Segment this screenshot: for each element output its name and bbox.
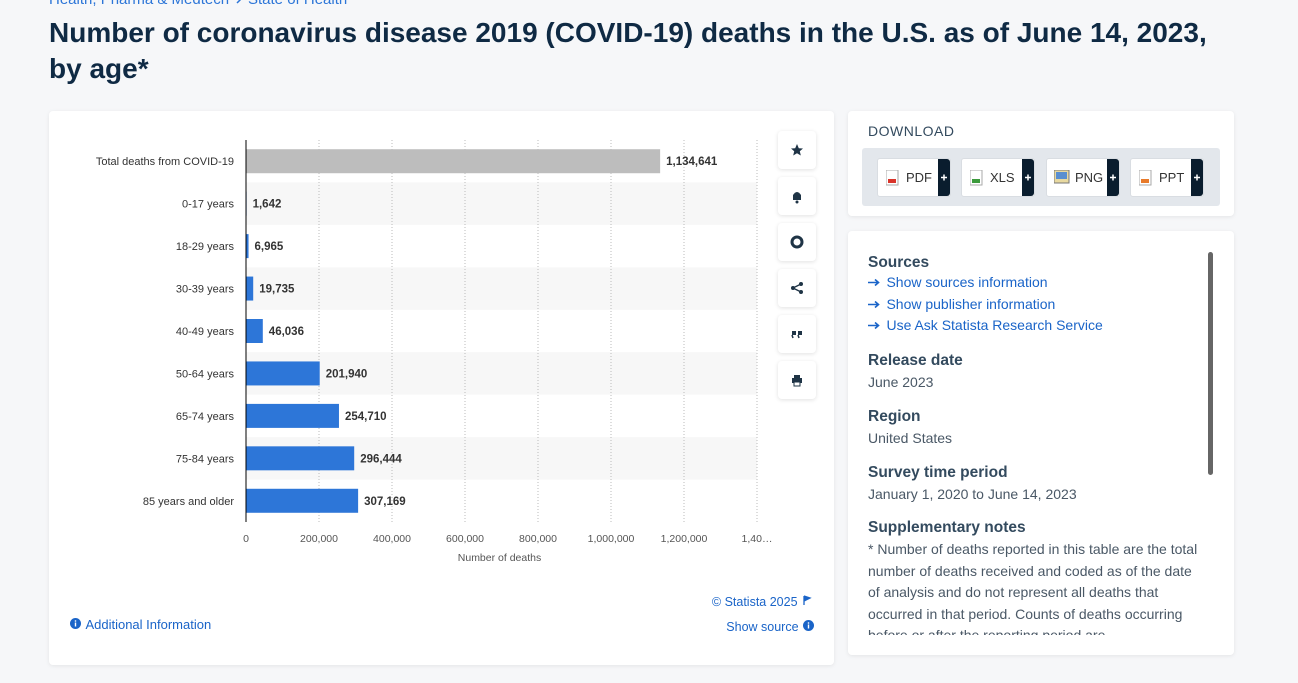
credit: © Statista 2025 [712,593,812,611]
settings-button[interactable] [778,223,816,261]
section-text: June 2023 [868,374,934,390]
y-tick-label: 65-74 years [176,411,235,423]
bar [246,488,359,513]
y-tick-label: 85 years and older [143,496,234,508]
download-ppt[interactable]: PPT [1130,158,1204,197]
x-tick-label: 1,40… [742,533,773,545]
release-date: Release date June 2023 [868,352,1198,394]
format-label: PPT [1159,170,1185,185]
section-heading: Supplementary notes [868,519,1026,536]
y-tick-label: Total deaths from COVID-19 [96,156,234,168]
y-tick-label: 30-39 years [176,284,235,296]
favorite-button[interactable] [778,131,816,169]
row-stripe [246,267,757,310]
bar [246,446,355,471]
sources: Sources Show sources information Show pu… [868,254,1198,337]
chart-card: 0 200,000 400,000 600,000 800,000 1,000,000 1,… [49,111,834,665]
link-text[interactable]: Show publisher information [886,295,1056,312]
notes: Supplementary notes * Number of deaths re… [868,519,1198,635]
section-heading: Release date [868,352,963,369]
data-label: 1,642 [253,199,282,211]
additional-info-link[interactable]: Additional Information [85,617,212,632]
breadcrumb: Health, Pharma & Medtech State of Health [49,0,347,9]
row-stripe [246,182,757,225]
section-text: * Number of deaths reported in this tabl… [868,541,1198,635]
x-tick-label: 600,000 [446,533,484,545]
x-tick-label: 200,000 [300,533,338,545]
link-text[interactable]: Use Ask Statista Research Service [886,317,1103,333]
additional-info[interactable]: Additional Information [70,616,211,634]
scrollbar[interactable] [1208,252,1213,475]
bar [246,361,320,386]
download-png[interactable]: PNG [1046,158,1120,197]
data-label: 1,134,641 [666,156,718,168]
y-tick-label: 18-29 years [176,241,235,253]
link-text[interactable]: Show sources information [886,274,1048,290]
print-button[interactable] [778,361,816,399]
data-label: 254,710 [345,411,387,423]
x-tick-label: 1,000,000 [588,533,635,545]
source-link[interactable]: Use Ask Statista Research Service [868,315,1198,337]
download-xls[interactable]: XLS [961,158,1035,197]
row-stripe [246,352,757,395]
source-link[interactable]: Show sources information [868,272,1198,294]
bar [246,276,254,301]
download-bar: PDF XLS PNG PPT [862,148,1220,206]
x-tick-label: 800,000 [519,533,557,545]
cite-button[interactable] [778,315,816,353]
page-title: Number of coronavirus disease 2019 (COVI… [49,17,1207,84]
data-label: 296,444 [360,453,402,465]
data-label: 46,036 [269,326,304,338]
notify-button[interactable] [778,177,816,215]
section-heading: Region [868,408,921,425]
y-tick-label: 40-49 years [176,326,235,338]
x-tick-label: 0 [243,533,249,545]
section-heading: Sources [868,254,930,271]
data-label: 19,735 [259,284,295,296]
statista-credit[interactable]: © Statista 2025 [711,595,798,609]
section-text: January 1, 2020 to June 14, 2023 [868,486,1077,502]
bar [246,403,339,428]
data-label: 307,169 [364,496,406,508]
data-label: 6,965 [255,241,284,253]
format-label: PDF [906,170,932,185]
y-tick-label: 50-64 years [176,368,235,380]
section-heading: Survey time period [868,464,1008,481]
download-title: DOWNLOAD [868,123,955,139]
format-label: XLS [990,170,1015,185]
bar [246,319,263,343]
x-tick-label: 400,000 [373,533,411,545]
breadcrumb-separator [236,0,241,4]
region: Region United States [868,408,1198,450]
format-label: PNG [1075,170,1104,185]
survey-period: Survey time period January 1, 2020 to Jun… [868,464,1198,506]
breadcrumb-link[interactable]: Health, Pharma & Medtech [49,0,229,8]
show-source[interactable]: Show source [726,618,814,636]
breadcrumb-link[interactable]: State of Health [248,0,347,8]
section-text: United States [868,430,953,446]
bar [246,149,661,174]
y-tick-label: 75-84 years [176,453,235,465]
bar [246,234,249,259]
info-card: Sources Show sources information Show pu… [848,231,1234,655]
download-card: DOWNLOAD PDF XLS PNG PPT [848,111,1234,216]
chart: 0 200,000 400,000 600,000 800,000 1,000,000 1,… [96,140,773,564]
info-scroll: Sources Show sources information Show pu… [848,231,1208,635]
source-links: Show sources information Show publisher … [868,272,1198,337]
y-tick-label: 0-17 years [182,199,234,211]
source-link[interactable]: Show publisher information [868,294,1198,316]
x-axis-label: Number of deaths [458,552,541,564]
download-pdf[interactable]: PDF [877,158,951,197]
show-source-link[interactable]: Show source [726,620,799,634]
share-button[interactable] [778,269,816,307]
x-tick-label: 1,200,000 [661,533,708,545]
data-label: 201,940 [326,368,368,380]
